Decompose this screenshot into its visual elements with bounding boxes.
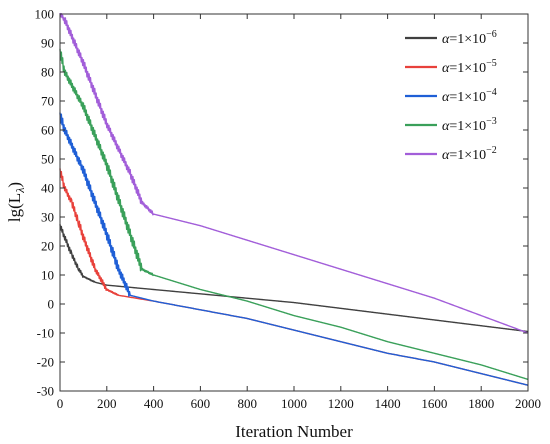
- series-line-3: [59, 48, 529, 381]
- y-axis-title-close: ): [5, 182, 24, 188]
- legend-label-exponent: −3: [486, 116, 497, 127]
- legend-label-text: =1×10: [449, 119, 486, 134]
- series-layer: [59, 12, 529, 386]
- plot-background: [60, 14, 528, 391]
- legend-label-symbol: α: [442, 119, 450, 134]
- y-tick-label: 0: [48, 297, 55, 312]
- x-tick-label: 400: [144, 396, 164, 411]
- legend-label-exponent: −4: [486, 87, 497, 98]
- series-line-0: [59, 224, 529, 333]
- x-tick-label: 600: [191, 396, 211, 411]
- x-tick-label: 0: [57, 396, 64, 411]
- y-tick-label: 50: [41, 152, 54, 167]
- y-tick-label: 100: [35, 7, 55, 22]
- y-tick-label: 30: [41, 210, 54, 225]
- series-line-4: [59, 12, 529, 334]
- y-tick-label: 80: [41, 65, 54, 80]
- legend-label-text: =1×10: [449, 32, 486, 47]
- x-tick-label: 2000: [515, 396, 541, 411]
- x-tick-label: 200: [97, 396, 117, 411]
- x-tick-label: 1200: [328, 396, 354, 411]
- legend-label-symbol: α: [442, 61, 450, 76]
- legend-label-text: =1×10: [449, 148, 486, 163]
- x-tick-label: 800: [237, 396, 257, 411]
- x-tick-label: 1600: [421, 396, 447, 411]
- legend-label-3: α=1×10−3: [442, 116, 497, 134]
- y-tick-label: 10: [41, 268, 54, 283]
- legend-label-text: =1×10: [449, 61, 486, 76]
- y-tick-label: 40: [41, 181, 54, 196]
- y-tick-label: 60: [41, 123, 54, 138]
- y-tick-label: -30: [37, 384, 54, 399]
- y-axis-title: lg(Lλ): [5, 182, 27, 222]
- legend-label-symbol: α: [442, 32, 450, 47]
- legend-label-symbol: α: [442, 148, 450, 163]
- y-axis-title-main: lg(L: [5, 193, 24, 222]
- y-tick-label: 70: [41, 94, 54, 109]
- x-axis-title: Iteration Number: [235, 422, 353, 441]
- legend: α=1×10−6α=1×10−5α=1×10−4α=1×10−3α=1×10−2: [405, 29, 497, 163]
- legend-label-exponent: −5: [486, 58, 497, 69]
- legend-label-exponent: −2: [486, 145, 497, 156]
- legend-label-4: α=1×10−2: [442, 145, 497, 163]
- y-tick-label: 90: [41, 36, 54, 51]
- legend-label-exponent: −6: [486, 29, 497, 40]
- y-axis-title-sub: λ: [13, 188, 27, 194]
- x-tick-label: 1800: [468, 396, 494, 411]
- x-tick-label: 1400: [375, 396, 401, 411]
- legend-label-2: α=1×10−4: [442, 87, 497, 105]
- y-tick-label: -10: [37, 326, 54, 341]
- legend-label-symbol: α: [442, 90, 450, 105]
- y-tick-label: 20: [41, 239, 54, 254]
- series-line-2: [59, 112, 529, 386]
- x-tick-label: 1000: [281, 396, 307, 411]
- ticks-layer: 0 200 400 600 800 1000 1200 1400 1600 1800 2000-30…: [35, 7, 542, 412]
- y-tick-label: -20: [37, 355, 54, 370]
- legend-label-1: α=1×10−5: [442, 58, 497, 76]
- legend-label-text: =1×10: [449, 90, 486, 105]
- legend-label-0: α=1×10−6: [442, 29, 497, 47]
